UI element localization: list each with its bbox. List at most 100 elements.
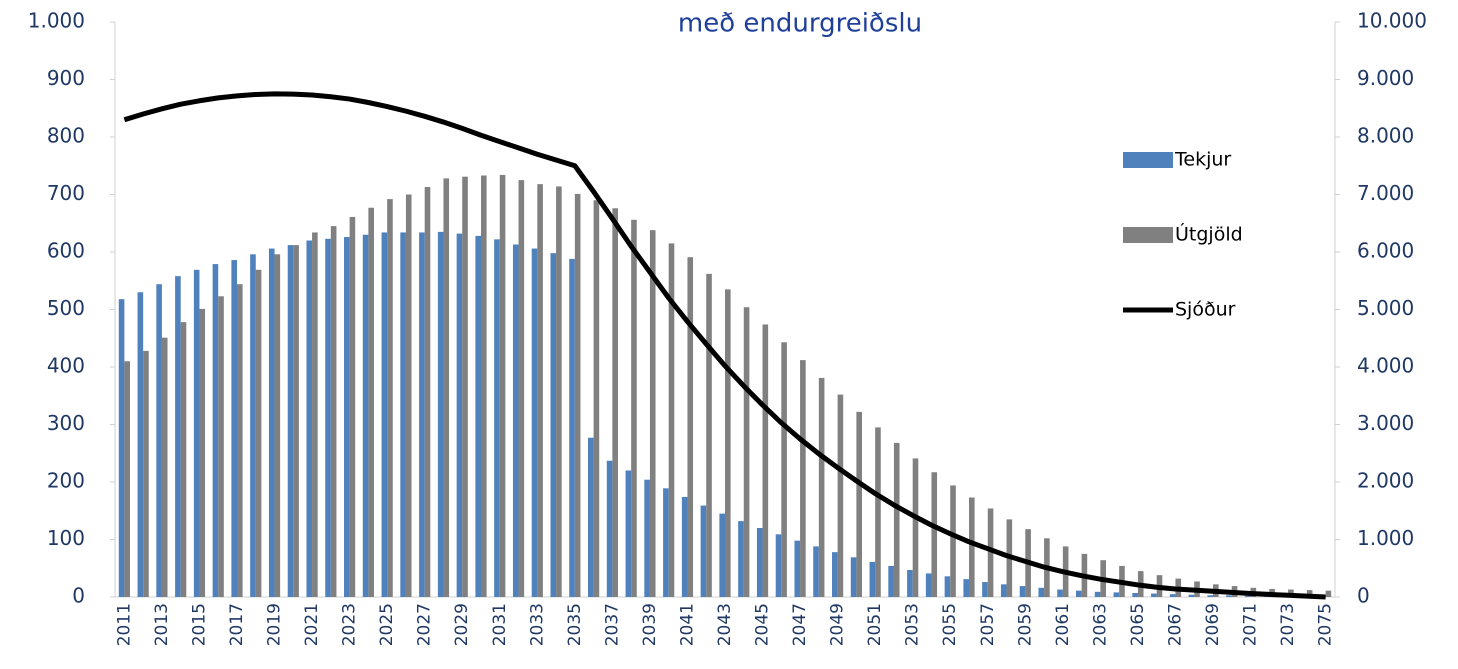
bar [481, 175, 487, 597]
bar [893, 442, 900, 597]
bar [1000, 584, 1007, 597]
bar [512, 244, 519, 597]
bar [574, 193, 581, 598]
x-tick-label: 2017 [227, 603, 247, 646]
bar [175, 276, 181, 597]
bar [888, 565, 894, 597]
y-tick-label: 0 [72, 584, 85, 608]
bar [237, 284, 243, 597]
bar [588, 437, 594, 597]
legend-swatch [1123, 152, 1173, 168]
x-tick-label: 2051 [865, 603, 885, 646]
x-tick-label: 2015 [189, 603, 209, 646]
x-tick-label: 2049 [828, 603, 848, 646]
bar [1151, 593, 1157, 597]
bar [794, 540, 801, 597]
bar [400, 232, 406, 597]
bar [719, 513, 725, 597]
bar [405, 194, 412, 597]
bar [912, 458, 919, 597]
y2-tick-label: 3.000 [1357, 411, 1414, 435]
bar [499, 174, 506, 597]
bar [556, 186, 562, 597]
bar [856, 411, 862, 597]
x-tick-label: 2055 [940, 603, 960, 646]
bar [137, 292, 144, 597]
bar [1169, 594, 1176, 597]
y2-tick-label: 10.000 [1357, 9, 1427, 33]
bar [250, 254, 256, 598]
x-tick-label: 2013 [152, 603, 172, 646]
bar [875, 427, 881, 597]
bar [743, 307, 750, 597]
bar [287, 245, 294, 597]
x-tick-label: 2063 [1090, 603, 1110, 646]
y-tick-label: 100 [47, 526, 85, 550]
bar [832, 552, 838, 597]
x-tick-label: 2037 [602, 603, 622, 646]
y-tick-label: 200 [47, 469, 85, 493]
bar [1226, 595, 1232, 597]
bar [1076, 590, 1082, 597]
bar [1094, 591, 1101, 597]
y-tick-label: 400 [47, 354, 85, 378]
bar [869, 561, 876, 597]
bar [837, 394, 844, 597]
x-tick-label: 2025 [377, 603, 397, 646]
x-tick-label: 2067 [1165, 603, 1185, 646]
bar [419, 232, 425, 597]
bar [706, 273, 712, 597]
y2-tick-label: 0 [1357, 584, 1370, 608]
bar [180, 322, 187, 597]
y2-tick-label: 5.000 [1357, 296, 1414, 320]
y2-tick-label: 8.000 [1357, 124, 1414, 148]
bar [349, 216, 356, 598]
bar [813, 546, 819, 597]
x-tick-label: 2035 [565, 603, 585, 646]
y2-tick-label: 9.000 [1357, 66, 1414, 90]
legend-label: Útgjöld [1175, 222, 1243, 246]
bar [212, 264, 219, 597]
bar [625, 470, 632, 597]
bar [987, 508, 994, 597]
bar [1188, 594, 1195, 597]
bar [725, 289, 731, 597]
bar [950, 485, 956, 597]
x-tick-label: 2045 [753, 603, 773, 646]
x-tick-label: 2023 [340, 603, 360, 646]
bar [663, 488, 669, 597]
bar [518, 180, 525, 597]
x-tick-label: 2061 [1053, 603, 1073, 646]
y2-tick-label: 2.000 [1357, 469, 1414, 493]
bar [537, 184, 543, 597]
bar [475, 235, 481, 597]
x-tick-label: 2075 [1316, 603, 1336, 646]
bar [344, 237, 350, 598]
bar [781, 342, 787, 597]
bar [631, 219, 637, 598]
legend-label: Sjóður [1175, 299, 1236, 321]
bar [1132, 592, 1138, 597]
bar [925, 573, 932, 597]
y2-tick-label: 7.000 [1357, 181, 1414, 205]
bar [456, 233, 463, 597]
bar [969, 497, 975, 597]
bar [306, 240, 313, 597]
bar [818, 377, 825, 597]
bar [118, 299, 125, 597]
bar [424, 187, 431, 597]
bar [800, 360, 806, 597]
bar [362, 234, 369, 597]
bar [1019, 586, 1026, 597]
bar [762, 324, 769, 597]
x-tick-label: 2019 [265, 603, 285, 646]
y-tick-label: 800 [47, 124, 85, 148]
bar [387, 199, 393, 597]
bar [982, 582, 988, 597]
bar [443, 178, 450, 597]
y-tick-label: 1.000 [28, 9, 85, 33]
bar [143, 350, 149, 597]
bar [612, 208, 618, 598]
bar [649, 230, 656, 597]
